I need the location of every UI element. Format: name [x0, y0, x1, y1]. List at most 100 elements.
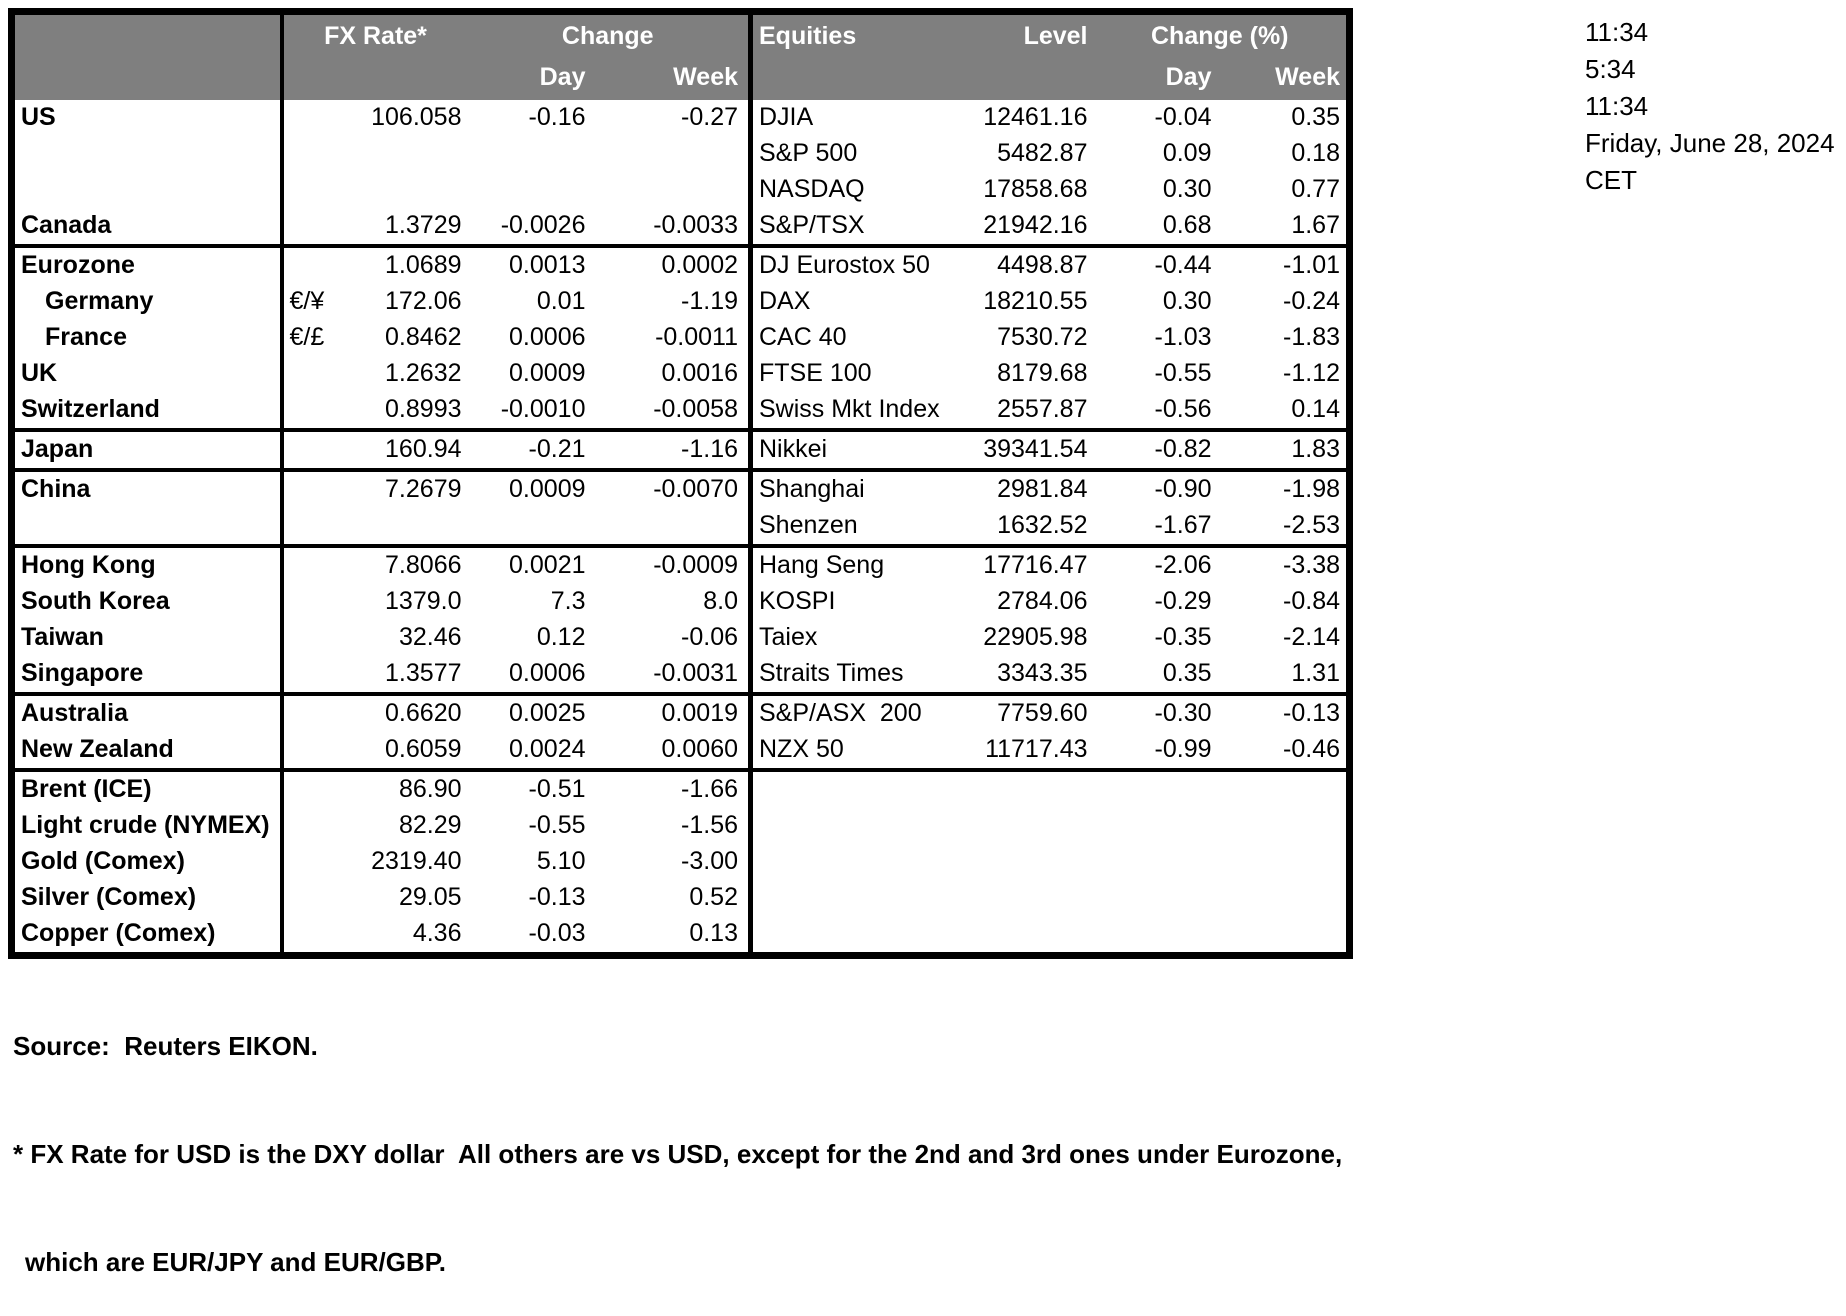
- equity-level: 8179.68: [997, 359, 1088, 387]
- fx-rate-cell: €/¥ 172.06: [279, 283, 468, 320]
- equity-level: 1632.52: [997, 511, 1088, 539]
- equity-level: 18210.55: [983, 287, 1088, 315]
- equity-change-day: -0.55: [1154, 359, 1212, 387]
- equity-change-day: [1094, 808, 1218, 844]
- equity-level: 12461.16: [983, 103, 1088, 131]
- equity-change-day: -0.99: [1154, 735, 1212, 763]
- equity-change-week: -1.83: [1283, 323, 1340, 351]
- footer-notes: Source: Reuters EIKON. * FX Rate for USD…: [13, 956, 1342, 1316]
- table-row: Shenzen 1632.52 -1.67 -2.53: [12, 507, 1350, 546]
- equity-change-week: -0.13: [1283, 699, 1340, 727]
- equity-level: 11717.43: [985, 735, 1088, 763]
- fx-country: Eurozone: [21, 251, 135, 279]
- time-display-1: 11:34: [1585, 17, 1649, 47]
- fx-rate: 0.8462: [385, 323, 462, 351]
- commodity-change-week: 0.13: [689, 919, 738, 947]
- fx-change-week: [592, 136, 751, 172]
- equity-name: Straits Times: [748, 655, 959, 694]
- equity-name: Taiex: [748, 619, 959, 656]
- corner-cell: [11, 11, 282, 100]
- table-row: Silver (Comex) 29.05 -0.13 0.52: [12, 879, 1350, 916]
- commodity-change-day: -0.13: [528, 883, 586, 911]
- fx-country: Japan: [21, 435, 94, 463]
- commodity-price: 86.90: [279, 769, 468, 808]
- section-oceania: Australia 0.6620 0.0025 0.0019 S&P/ASX 200 77…: [11, 693, 1350, 770]
- equity-change-week: -2.14: [1283, 623, 1340, 651]
- section-europe: Eurozone 1.0689 0.0013 0.0002 DJ Eurostox 50…: [11, 245, 1350, 430]
- equity-change-day: -0.29: [1154, 587, 1212, 615]
- commodity-change-day: -0.55: [528, 811, 586, 839]
- equity-name: [748, 769, 959, 808]
- fx-change-week: 8.0: [703, 587, 738, 615]
- equity-name: S&P/ASX 200: [748, 693, 959, 732]
- fx-change-day: 7.3: [550, 587, 586, 615]
- commodity-name: Silver (Comex): [21, 883, 197, 911]
- fx-country: South Korea: [21, 587, 170, 615]
- fx-rate: [279, 135, 468, 172]
- fx-change-week: -1.16: [681, 435, 738, 463]
- section-china: China 7.2679 0.0009 -0.0070 Shanghai 2981.84 -…: [11, 469, 1350, 546]
- fx-change-week: -0.0031: [653, 659, 738, 687]
- equity-change-day: 0.35: [1162, 659, 1212, 687]
- equity-change-day: -2.06: [1154, 551, 1212, 579]
- fx-country: UK: [21, 359, 58, 387]
- fx-footnote-line1: * FX Rate for USD is the DXY dollar All …: [13, 1139, 1343, 1169]
- commodity-price: 4.36: [279, 915, 468, 955]
- table-row: France €/£ 0.8462 0.0006 -0.0011 CAC 40 7530.7…: [12, 319, 1350, 356]
- fx-rate-header: FX Rate*: [279, 11, 468, 100]
- table-row: Japan 160.94 -0.21 -1.16 Nikkei 39341.54 -0.82…: [12, 429, 1350, 470]
- fx-country: [12, 136, 282, 172]
- commodity-price: 29.05: [279, 879, 468, 916]
- commodity-change-week: 0.52: [689, 883, 738, 911]
- commodity-change-day: -0.51: [528, 775, 586, 803]
- equity-level: 21942.16: [983, 211, 1088, 239]
- table-row: UK 1.2632 0.0009 0.0016 FTSE 100 8179.68 -0.55…: [12, 355, 1350, 392]
- equity-change-week: 1.67: [1291, 211, 1340, 239]
- equity-change-week: [1218, 916, 1350, 956]
- fx-change-week: [592, 172, 751, 208]
- equity-change-week: -0.84: [1283, 587, 1340, 615]
- equity-name: Shenzen: [748, 507, 959, 546]
- equity-change-day: 0.30: [1162, 287, 1212, 315]
- fx-rate: [279, 507, 468, 546]
- equities-week-header: Week: [1217, 55, 1350, 100]
- time-display-2: 5:34: [1585, 54, 1636, 84]
- equity-level: 3343.35: [997, 659, 1088, 687]
- equity-name: Nikkei: [748, 429, 959, 470]
- equity-change-day: [1094, 770, 1218, 808]
- equity-level: 7759.60: [997, 699, 1088, 727]
- fx-change-day: [468, 172, 592, 208]
- fx-change-day: 0.0021: [509, 551, 586, 579]
- commodity-price: 82.29: [279, 807, 468, 844]
- section-commodities: Brent (ICE) 86.90 -0.51 -1.66 Light crude (…: [11, 769, 1350, 956]
- commodity-name: Brent (ICE): [21, 775, 152, 803]
- commodity-name: Gold (Comex): [21, 847, 185, 875]
- equity-change-day: 0.09: [1162, 139, 1212, 167]
- table-row: S&P 500 5482.87 0.09 0.18: [12, 135, 1350, 172]
- fx-week-header: Week: [591, 55, 751, 100]
- fx-rate: 32.46: [279, 619, 468, 656]
- fx-rate: 0.8993: [279, 391, 468, 430]
- table-row: China 7.2679 0.0009 -0.0070 Shanghai 2981.84 -…: [12, 469, 1350, 508]
- fx-rate: [279, 171, 468, 208]
- equity-change-week: 0.18: [1291, 139, 1340, 167]
- fx-rate: 0.6620: [279, 693, 468, 732]
- equity-name: KOSPI: [748, 583, 959, 620]
- fx-change-day: 0.12: [536, 623, 586, 651]
- fx-country: China: [21, 475, 91, 503]
- equity-change-day: -0.30: [1154, 699, 1212, 727]
- fx-rate: 7.8066: [279, 545, 468, 584]
- equity-change-week: -1.98: [1283, 475, 1340, 503]
- equity-name: FTSE 100: [748, 355, 959, 392]
- equity-level: 5482.87: [997, 139, 1088, 167]
- equity-change-week: [1218, 808, 1350, 844]
- equity-change-week: 0.35: [1291, 103, 1340, 131]
- commodity-change-week: -1.66: [681, 775, 738, 803]
- fx-change-week: -0.06: [681, 623, 738, 651]
- table-row: Taiwan 32.46 0.12 -0.06 Taiex 22905.98 -0.35 -2…: [12, 619, 1350, 656]
- fx-change-week: 0.0002: [661, 251, 738, 279]
- equity-change-day: -0.35: [1154, 623, 1212, 651]
- table-header: FX Rate* Change Equities Level Change (%…: [11, 11, 1350, 100]
- equity-change-week: -1.12: [1283, 359, 1340, 387]
- table-row: New Zealand 0.6059 0.0024 0.0060 NZX 50 11717…: [12, 731, 1350, 770]
